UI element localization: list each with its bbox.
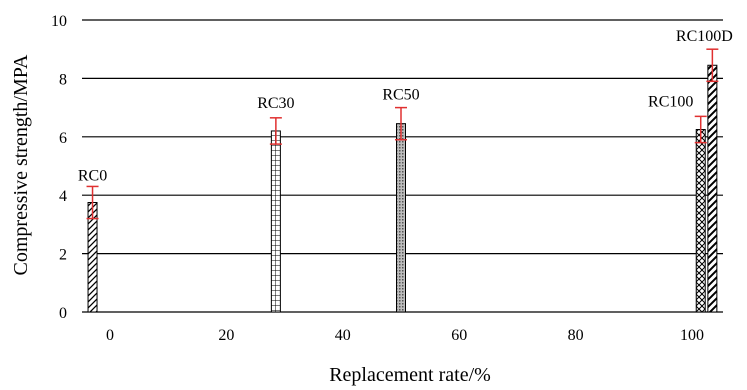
- y-tick-label: 6: [59, 130, 67, 147]
- x-tick-label: 20: [218, 327, 234, 344]
- bar-rc50: [396, 123, 406, 313]
- y-tick-label: 10: [51, 13, 67, 30]
- x-tick-label: 40: [335, 327, 351, 344]
- bar-label: RC100D: [676, 28, 733, 45]
- bar-label: RC30: [257, 95, 294, 112]
- x-axis-ticks: 0 20 40 60 80 100: [106, 327, 704, 344]
- x-tick-label: 80: [568, 327, 584, 344]
- bar-label: RC100: [648, 93, 693, 110]
- y-tick-label: 0: [59, 305, 67, 322]
- bar-label: RC0: [78, 167, 107, 184]
- bar-rc30: [270, 130, 281, 313]
- y-tick-label: 8: [59, 71, 67, 88]
- x-tick-label: 0: [106, 327, 114, 344]
- bar-label: RC50: [382, 87, 419, 104]
- x-axis-title: Replacement rate/%: [329, 364, 491, 386]
- y-axis-title: Compressive strength/MPA: [10, 54, 32, 275]
- x-tick-label: 60: [451, 327, 467, 344]
- y-tick-label: 4: [59, 188, 67, 205]
- error-bars: [86, 48, 719, 220]
- bar-rc100d: [707, 64, 718, 313]
- bar-labels: RC0 RC30 RC50 RC100 RC100D: [78, 28, 733, 184]
- y-tick-label: 2: [59, 247, 67, 264]
- x-tick-label: 100: [680, 327, 704, 344]
- bar-rc100: [695, 129, 706, 313]
- y-axis-ticks: 0 2 4 6 8 10: [51, 13, 67, 322]
